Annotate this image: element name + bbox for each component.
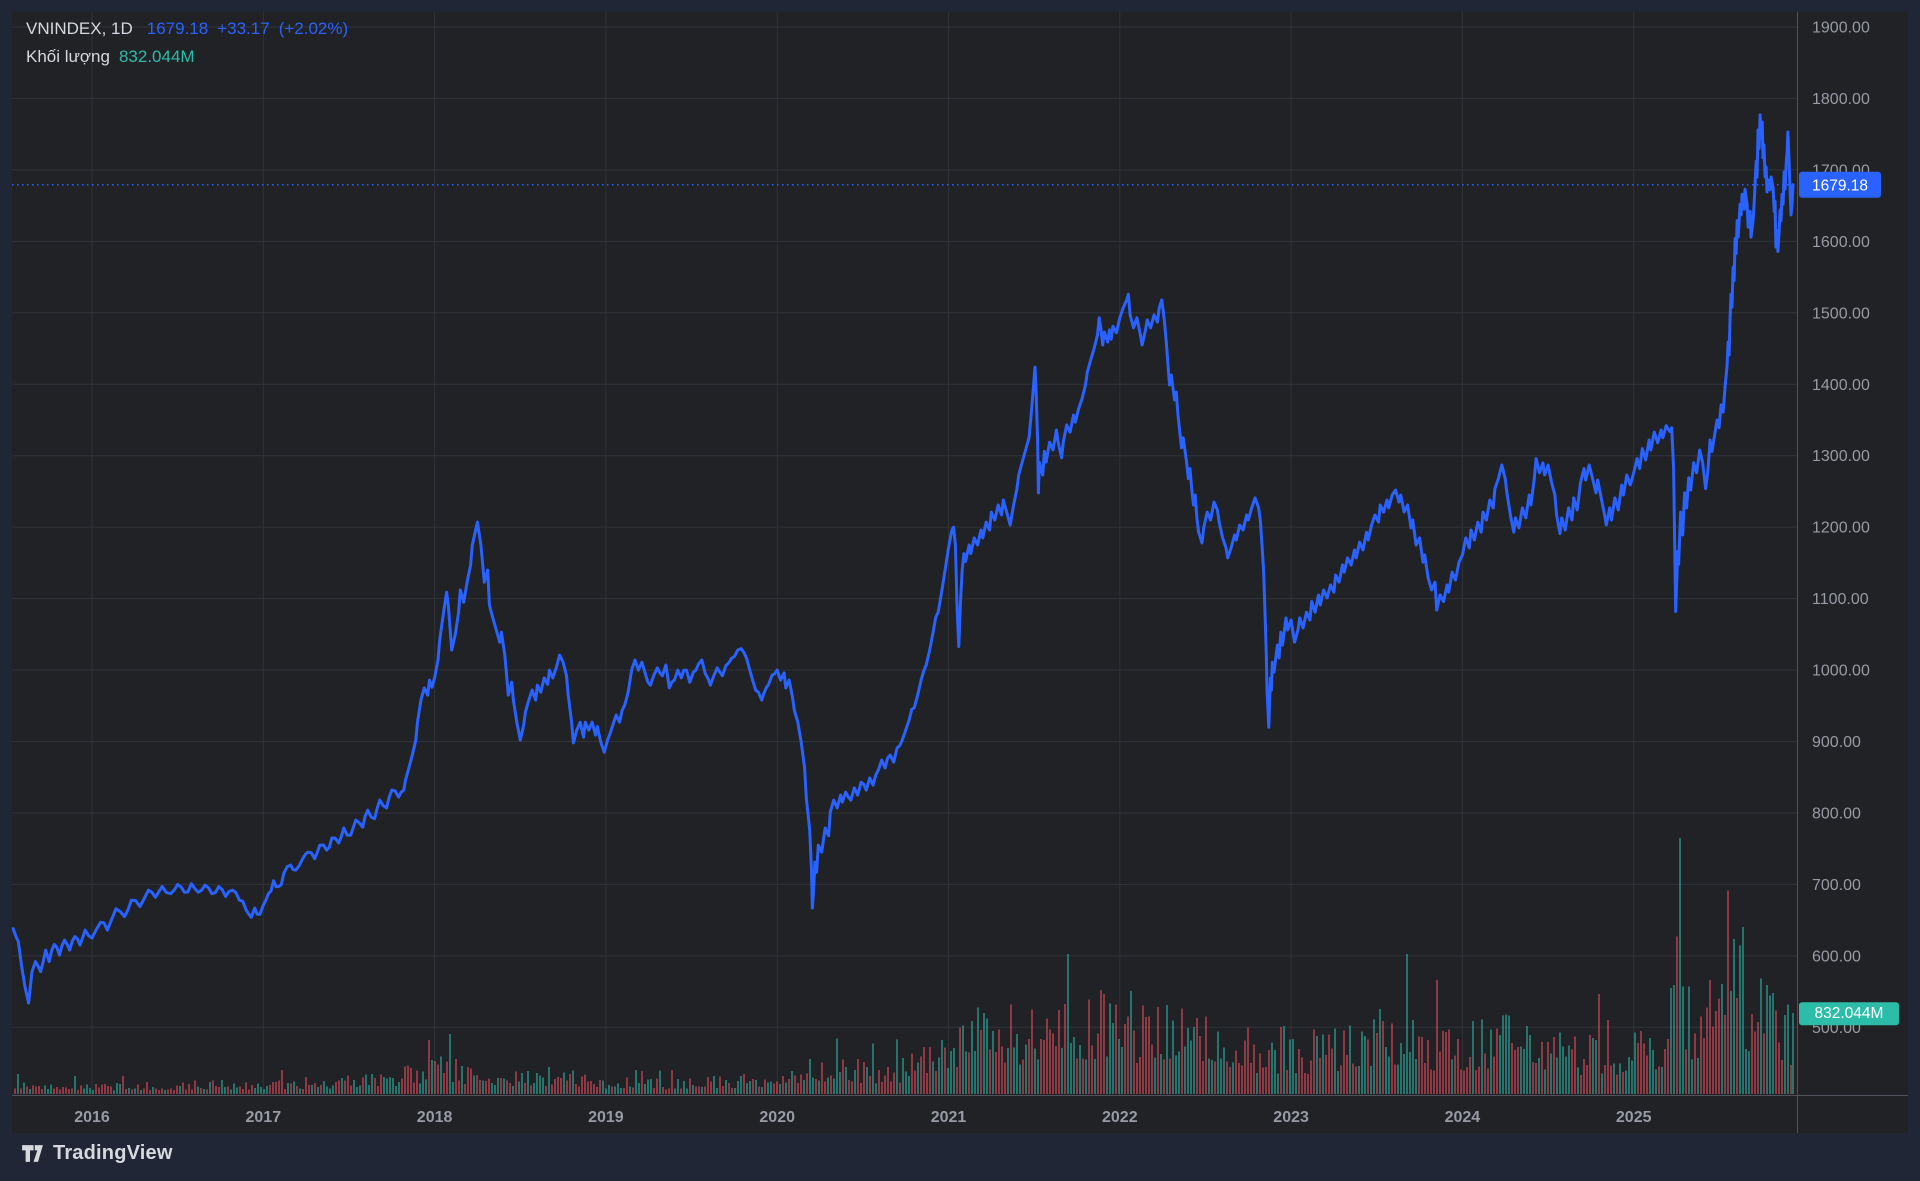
price-change-value: +33.17 <box>217 19 270 38</box>
last-price-value: 1679.18 <box>146 19 209 38</box>
symbol-separator: , <box>101 19 112 38</box>
time-axis-label: 2024 <box>1445 1109 1481 1126</box>
price-axis-label: 1900.00 <box>1812 20 1870 37</box>
current-volume-badge-text: 832.044M <box>1815 1005 1884 1022</box>
price-axis-label: 700.00 <box>1812 877 1861 894</box>
time-axis-label: 2019 <box>588 1109 624 1126</box>
time-axis-label: 2025 <box>1616 1109 1652 1126</box>
volume-value: 832.044M <box>118 47 195 66</box>
price-axis-label: 800.00 <box>1812 805 1861 822</box>
time-axis-label: 2020 <box>759 1109 795 1126</box>
tradingview-logo-icon <box>22 1145 43 1162</box>
price-line <box>11 113 1795 1005</box>
time-axis-label: 2021 <box>931 1109 967 1126</box>
time-axis-label: 2018 <box>417 1109 453 1126</box>
price-axis-label: 1800.00 <box>1812 91 1870 108</box>
price-axis-label: 1300.00 <box>1812 448 1870 465</box>
price-axis-label: 1200.00 <box>1812 520 1870 537</box>
current-price-badge-text: 1679.18 <box>1812 177 1868 194</box>
price-axis-label: 1100.00 <box>1812 591 1869 608</box>
price-axis-label: 1400.00 <box>1812 377 1870 394</box>
price-axis-label: 600.00 <box>1812 948 1861 965</box>
current-volume-badge <box>1799 1002 1899 1026</box>
current-price-badge <box>1799 171 1881 198</box>
volume-label: Khối lượng <box>26 47 110 66</box>
tradingview-logo-text: TradingView <box>53 1142 173 1164</box>
legend-symbol-row: VNINDEX, 1D 1679.18 +33.17 (+2.02%) <box>26 19 348 39</box>
chart-legend: VNINDEX, 1D 1679.18 +33.17 (+2.02%) Khối… <box>26 19 348 67</box>
chart-panel[interactable] <box>12 12 1908 1133</box>
price-change-percent: (+2.02%) <box>278 19 349 38</box>
symbol-name[interactable]: VNINDEX <box>26 19 102 38</box>
time-axis-label: 2022 <box>1102 1109 1138 1126</box>
time-axis-label: 2017 <box>246 1109 282 1126</box>
price-axis-label: 900.00 <box>1812 734 1861 751</box>
price-axis-label: 1500.00 <box>1812 305 1870 322</box>
interval-label[interactable]: 1D <box>111 19 133 38</box>
legend-volume-row: Khối lượng 832.044M <box>26 47 348 67</box>
time-axis-label: 2023 <box>1273 1109 1309 1126</box>
volume-histogram <box>14 837 1794 1094</box>
time-axis-label: 2016 <box>74 1109 110 1126</box>
price-axis-label: 1600.00 <box>1812 234 1870 251</box>
tradingview-logo[interactable]: TradingView <box>20 1141 173 1166</box>
price-axis-label: 1000.00 <box>1812 663 1870 680</box>
